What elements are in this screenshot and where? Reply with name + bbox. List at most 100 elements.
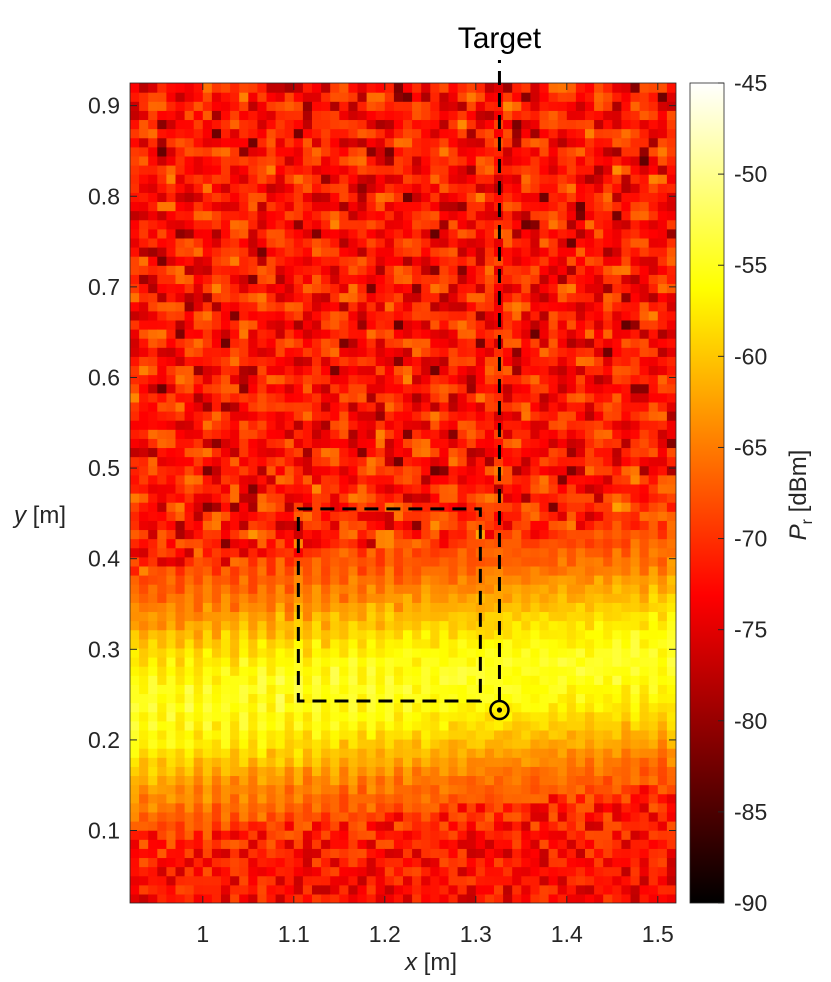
heatmap-cell [530, 830, 541, 840]
heatmap-cell [384, 283, 395, 294]
heatmap-cell [312, 165, 322, 175]
heatmap-cell [575, 474, 586, 485]
heatmap-cell [412, 137, 422, 148]
heatmap-cell [211, 629, 222, 640]
heatmap-cell [211, 511, 222, 521]
heatmap-cell [466, 675, 477, 685]
heatmap-cell [184, 483, 195, 494]
heatmap-cell [612, 538, 622, 549]
heatmap-cell [275, 657, 286, 667]
heatmap-cell [348, 702, 359, 713]
heatmap-cell [211, 420, 222, 430]
heatmap-cell [430, 556, 440, 567]
heatmap-cell [348, 793, 359, 804]
heatmap-cell [621, 529, 632, 540]
heatmap-cell [621, 347, 632, 357]
heatmap-cell [484, 875, 495, 886]
heatmap-cell [539, 793, 550, 804]
heatmap-cell [457, 893, 468, 903]
heatmap-cell [321, 474, 331, 485]
heatmap-cell [293, 256, 304, 266]
heatmap-cell [211, 356, 222, 367]
heatmap-cell [139, 866, 149, 877]
heatmap-cell [321, 693, 331, 704]
heatmap-cell [548, 356, 559, 367]
heatmap-cell [339, 411, 349, 421]
heatmap-cell [211, 520, 222, 531]
heatmap-cell [330, 438, 340, 449]
heatmap-cell [475, 155, 486, 166]
heatmap-cell [557, 174, 568, 184]
heatmap-cell [466, 401, 477, 412]
heatmap-cell [403, 201, 413, 212]
heatmap-cell [284, 593, 295, 603]
heatmap-cell [457, 128, 468, 139]
heatmap-cell [366, 565, 377, 576]
heatmap-cell [603, 538, 613, 549]
heatmap-cell [466, 875, 477, 886]
heatmap-cell [484, 775, 495, 786]
heatmap-cell [239, 556, 249, 567]
heatmap-cell [312, 666, 322, 676]
heatmap-cell [585, 319, 595, 330]
heatmap-cell [430, 720, 440, 731]
heatmap-cell [566, 848, 577, 859]
heatmap-cell [603, 474, 613, 485]
heatmap-cell [166, 192, 177, 203]
heatmap-cell [403, 884, 413, 895]
heatmap-cell [484, 784, 495, 795]
heatmap-cell [166, 720, 177, 731]
heatmap-cell [457, 438, 468, 449]
heatmap-cell [293, 447, 304, 458]
heatmap-cell [375, 219, 386, 230]
heatmap-cell [393, 811, 404, 822]
heatmap-cell [193, 757, 204, 767]
heatmap-cell [302, 247, 313, 257]
heatmap-cell [375, 174, 386, 184]
heatmap-cell [166, 128, 177, 139]
heatmap-cell [330, 784, 340, 795]
heatmap-cell [148, 766, 158, 777]
heatmap-cell [302, 174, 313, 184]
heatmap-cell [157, 839, 167, 849]
heatmap-cell [139, 893, 149, 903]
heatmap-cell [375, 711, 386, 722]
heatmap-cell [448, 155, 459, 166]
heatmap-cell [530, 565, 541, 576]
heatmap-cell [421, 165, 431, 175]
heatmap-cell [439, 429, 450, 439]
heatmap-cell [348, 110, 359, 121]
heatmap-cell [494, 811, 504, 822]
heatmap-cell [612, 784, 622, 795]
heatmap-cell [585, 493, 595, 503]
heatmap-cell [357, 146, 368, 157]
heatmap-cell [393, 547, 404, 558]
heatmap-cell [139, 183, 149, 193]
heatmap-cell [275, 429, 286, 439]
heatmap-cell [503, 365, 513, 376]
heatmap-cell [603, 775, 613, 786]
heatmap-cell [166, 383, 177, 394]
heatmap-cell [221, 720, 231, 731]
heatmap-cell [430, 711, 440, 722]
heatmap-cell [148, 192, 158, 203]
heatmap-cell [566, 401, 577, 412]
heatmap-cell [375, 319, 386, 330]
heatmap-cell [484, 128, 495, 139]
heatmap-cell [348, 420, 359, 430]
heatmap-cell [157, 411, 167, 421]
heatmap-cell [484, 529, 495, 540]
heatmap-cell [548, 848, 559, 859]
heatmap-cell [202, 857, 213, 868]
heatmap-cell [539, 465, 550, 476]
heatmap-cell [521, 401, 531, 412]
heatmap-cell [512, 638, 522, 649]
heatmap-cell [621, 301, 632, 312]
heatmap-cell [494, 848, 504, 859]
heatmap-cell [275, 547, 286, 558]
heatmap-cell [202, 702, 213, 713]
heatmap-cell [503, 183, 513, 193]
heatmap-cell [166, 857, 177, 868]
heatmap-cell [148, 201, 158, 212]
heatmap-cell [175, 802, 186, 813]
